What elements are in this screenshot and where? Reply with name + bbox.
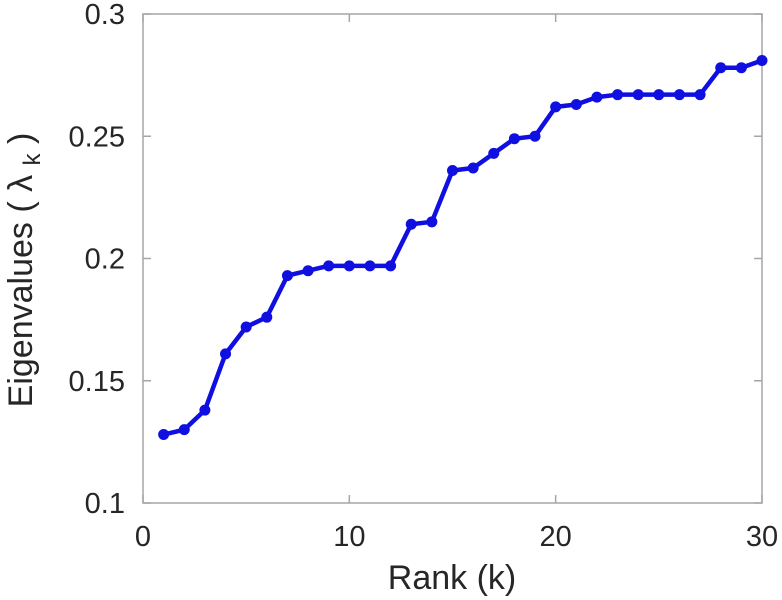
data-point	[735, 62, 747, 74]
data-point	[715, 62, 727, 74]
plot-area-box	[142, 13, 763, 504]
data-point	[632, 89, 644, 101]
y-axis-label-subscript: k	[19, 152, 46, 165]
data-point	[653, 89, 665, 101]
data-point	[488, 147, 500, 159]
data-point	[529, 130, 541, 142]
data-line	[161, 58, 765, 437]
data-point	[158, 429, 170, 441]
x-tick-label: 20	[540, 521, 572, 553]
data-point	[178, 424, 190, 436]
axis-ticks	[142, 13, 763, 504]
x-tick-label: 0	[135, 521, 151, 553]
data-point	[447, 164, 458, 176]
y-tick-label: 0.2	[85, 244, 125, 276]
data-point	[281, 270, 293, 282]
y-axis-tick-labels: 0.1 0.15 0.2 0.25 0.3	[69, 0, 125, 520]
data-point	[426, 216, 438, 228]
y-axis-label-suffix: )	[2, 133, 40, 144]
data-point	[199, 404, 211, 416]
data-point	[385, 260, 397, 272]
y-tick-label: 0.15	[69, 366, 125, 398]
data-point	[550, 101, 562, 113]
y-tick-label: 0.1	[85, 488, 125, 520]
data-point	[612, 89, 624, 101]
data-point	[756, 54, 768, 66]
data-point	[591, 91, 603, 103]
x-tick-label: 30	[746, 521, 778, 553]
data-series	[158, 54, 768, 441]
data-point	[323, 260, 335, 272]
data-point	[570, 98, 582, 110]
x-axis-tick-labels: 0 10 20 30	[135, 521, 778, 553]
data-point	[302, 265, 314, 277]
x-axis-label: Rank (k)	[388, 559, 516, 597]
data-point	[364, 260, 376, 272]
y-tick-label: 0.25	[69, 121, 125, 153]
data-point	[343, 260, 355, 272]
y-tick-label: 0.3	[85, 0, 125, 31]
y-axis-label: Eigenvalues ( λ k )	[2, 133, 48, 408]
data-point	[405, 218, 417, 230]
data-point	[220, 348, 232, 360]
data-point	[261, 311, 273, 323]
x-tick-label: 10	[333, 521, 365, 553]
data-point	[673, 89, 685, 101]
data-point	[240, 321, 252, 333]
data-point	[694, 89, 706, 101]
y-axis-label-main: Eigenvalues ( λ	[2, 175, 40, 407]
data-point	[467, 162, 479, 174]
data-point	[508, 133, 520, 145]
